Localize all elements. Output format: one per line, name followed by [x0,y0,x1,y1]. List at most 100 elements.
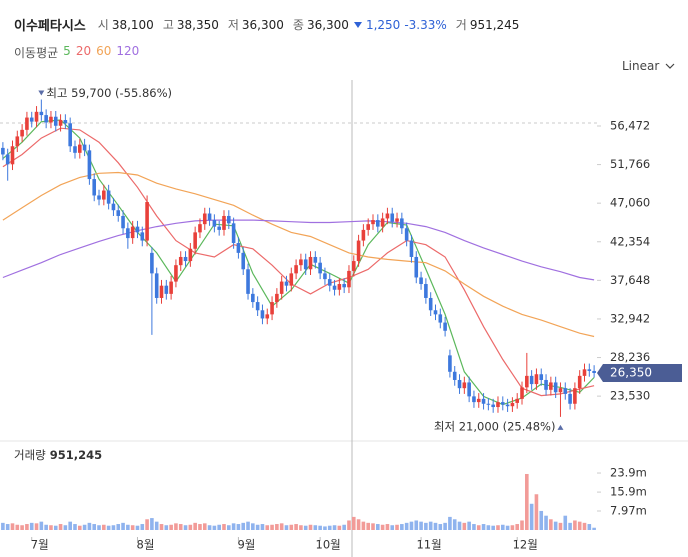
volume-bar [342,524,346,530]
last-price-label: 26,350 [610,366,652,380]
volume-bar [390,525,395,530]
candle-body [183,256,188,262]
candle-body [188,248,193,262]
min-marker [557,424,564,430]
candle-body [462,382,467,389]
x-tick-label: 8월 [137,538,155,552]
volume-bar [77,525,82,530]
candle-body [553,382,558,393]
candle-body [207,213,212,221]
volume-bar [126,524,130,530]
volume-bar [169,524,173,530]
candle-body [222,215,226,230]
volume-bar [419,521,423,530]
candle-body [150,252,154,274]
candle-body [279,281,284,294]
volume-bar [549,519,553,530]
volume-bar [448,516,452,530]
candle-body [347,270,351,288]
volume-bar [400,524,404,530]
volume-bar [116,524,121,530]
volume-bar [525,473,529,530]
volume-bar [462,522,467,530]
volume-bar [111,525,116,530]
volume-bar [265,525,270,530]
header: 이수페타시스 시 38,100 고 38,350 저 36,300 종 36,300 1… [14,15,528,35]
volume-bar [73,524,77,530]
chevron [665,63,675,69]
y-tick-label: 51,766 [610,157,650,171]
candle-body [577,375,582,389]
volume-bar [481,524,486,530]
volume-bar [299,525,303,530]
ma-line [2,127,595,397]
candle-body [77,144,82,153]
volume-bar [5,524,10,530]
candle-body [111,203,116,211]
volume-bar [154,521,159,530]
volume-bar [404,522,409,530]
candle-body [236,243,241,253]
volume-bar [539,510,544,530]
scale-mode[interactable]: Linear [622,59,660,73]
volume-bar [505,525,510,530]
candle-body [68,123,72,147]
volume-bar [183,525,188,530]
field-value: 36,300 [306,17,349,32]
candle-body [145,202,149,241]
candle-body [337,284,342,290]
candle-body [342,284,346,288]
scale-dropdown[interactable]: Linear [622,59,675,73]
volume-bar [82,524,87,530]
candle-body [424,284,428,298]
volume-bar [486,525,491,530]
y-tick-label: 37,648 [610,273,650,287]
candle-body [275,293,279,303]
volume-bar [380,524,385,530]
candle-body [49,116,53,123]
volume-bar [20,525,24,530]
candle-body [10,146,15,165]
field-label: 거 [455,18,467,32]
candle-body [525,375,529,388]
volume-bar [414,520,419,530]
volume-bar [270,524,274,530]
volume-bar [145,519,149,530]
volume-bar [318,525,322,530]
candle-body [371,220,375,225]
y-tick-label: 23,530 [610,389,650,403]
field-label: 고 [162,18,174,32]
candle-body [29,117,34,122]
candle-body [227,215,231,224]
field-label: 종 [292,18,304,32]
volume-bar [515,524,520,530]
candle-body [472,396,476,403]
volume-bar [520,520,524,530]
volume-bar [251,523,255,530]
candle-body [539,374,544,380]
candle-body [476,398,481,403]
volume-bar [241,522,246,530]
candle-body [15,136,20,147]
volume-bar [452,519,457,530]
candle-body [318,262,322,274]
candle-body [73,146,77,153]
volume-bar [10,523,15,530]
volume-bar [231,523,236,530]
candle-body [246,269,250,294]
candle-body [1,147,5,155]
candle-body [92,179,97,196]
candle-body [135,226,140,233]
volume-bar [371,523,375,530]
candle-body [390,213,395,222]
candle-body [87,150,92,180]
volume-bar [222,524,226,530]
volume-bar [121,522,125,530]
legend-entry: 120 [116,44,140,58]
volume-bar [573,520,577,530]
volume-bar [15,524,20,530]
candle-body [251,293,255,303]
down-arrow [353,21,362,28]
volume-bar [178,524,183,530]
